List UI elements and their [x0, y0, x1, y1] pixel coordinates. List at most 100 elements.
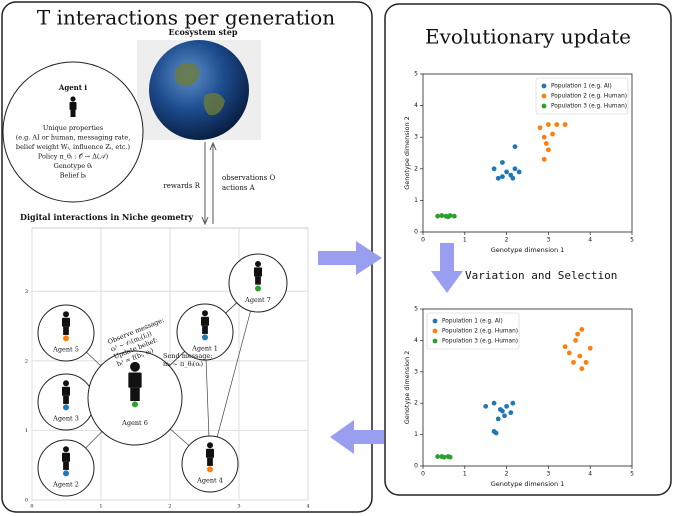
scatter-plots: 0 1 2 3 4 5 0 1 2 3 4 5 Genotype dimension 1 Genotype…: [403, 71, 634, 489]
axes-frame: [422, 73, 633, 233]
point: [550, 131, 555, 137]
point: [554, 122, 560, 127]
agent-dot: [63, 335, 69, 342]
agent-i-line: (e.g. AI or human, messaging rate,: [16, 134, 131, 142]
point: [575, 331, 581, 337]
point: [439, 213, 445, 218]
send-line: Send message:: [163, 352, 212, 360]
person-legs: [70, 110, 76, 117]
send-line: mᵢ ~ π_θᵢ(oᵢ): [163, 360, 204, 368]
right-title: Evolutionary update: [425, 25, 631, 49]
point: [546, 122, 551, 127]
y-tick-label: 4: [414, 102, 418, 109]
x-axis-label: Genotype dimension 1: [491, 246, 565, 254]
left-title: T interactions per generation: [37, 6, 335, 30]
agent-label: Agent 5: [52, 346, 79, 354]
y-tick-label: 1: [414, 431, 418, 438]
agent-dot: [132, 401, 138, 408]
agent-i-circle: [2, 61, 144, 203]
agent-i-name: Agent i: [58, 83, 88, 92]
point: [502, 413, 507, 419]
point: [500, 408, 505, 414]
point: [500, 174, 505, 180]
x-tick-label: 0: [30, 504, 33, 510]
point: [435, 454, 441, 459]
actions-label: actions A: [222, 184, 256, 192]
person-legs: [63, 326, 69, 335]
rewards-label: rewards R: [163, 182, 200, 190]
legend-marker: [541, 83, 547, 89]
y-tick-label: 3: [414, 134, 418, 141]
link: [209, 282, 259, 465]
point: [500, 160, 505, 165]
point: [543, 141, 549, 146]
legend-label: Population 1 (e.g. AI): [551, 84, 612, 90]
agent-label: Agent 6: [121, 419, 148, 427]
person-body: [205, 448, 215, 458]
x-tick-label: 2: [505, 471, 509, 478]
person-head: [130, 361, 140, 372]
y-tick-label: 3: [414, 368, 418, 375]
legend-label: Population 3 (e.g. Human): [551, 104, 627, 110]
point: [583, 359, 589, 365]
x-tick-label: 3: [237, 504, 240, 510]
point: [512, 144, 518, 150]
y-tick-label: 2: [25, 358, 28, 364]
x-tick-label: 3: [546, 471, 550, 478]
x-tick-label: 2: [505, 237, 509, 244]
point: [504, 403, 509, 409]
person-legs: [63, 461, 69, 470]
legend-marker: [432, 338, 438, 344]
point: [483, 403, 489, 409]
scatter-plot: 0 1 2 3 4 5 0 1 2 3 4 5 Genotype dimension 1 Genotype…: [403, 306, 634, 489]
y-tick-label: 5: [414, 306, 418, 313]
point: [537, 125, 543, 131]
point: [579, 366, 585, 372]
y-tick-label: 3: [25, 289, 28, 295]
legend-marker: [432, 318, 438, 324]
person-legs: [130, 387, 140, 401]
observations-label: observations O: [222, 174, 275, 182]
x-tick-label: 4: [306, 504, 309, 510]
arrow-left: [330, 420, 384, 454]
agent-dot: [255, 285, 261, 292]
y-tick-label: 5: [414, 71, 418, 78]
agent-dot: [207, 466, 213, 473]
y-tick-label: 4: [414, 337, 418, 344]
x-tick-label: 5: [630, 471, 634, 478]
point: [562, 122, 568, 127]
point: [441, 454, 447, 460]
legend-label: Population 2 (e.g. Human): [442, 329, 518, 335]
person-body: [61, 386, 71, 396]
point: [435, 213, 441, 219]
point: [447, 454, 453, 460]
agent-dot: [202, 334, 208, 341]
earth-land: [175, 62, 225, 116]
legend-box: [535, 77, 629, 115]
point: [512, 166, 518, 172]
earth: [149, 40, 249, 140]
legend-box: [426, 312, 520, 350]
y-axis-label: Genotype dimension 2: [403, 116, 411, 190]
point: [495, 175, 501, 181]
person-legs: [63, 395, 69, 404]
ecosystem-label: Ecosystem step: [169, 27, 238, 37]
agent-dot: [63, 404, 69, 411]
person-head: [63, 311, 69, 318]
y-tick-label: 0: [414, 229, 418, 236]
person-head: [63, 380, 69, 387]
agent-label: Agent 3: [52, 415, 79, 423]
point: [495, 416, 501, 422]
person-body: [128, 372, 142, 388]
person-body: [61, 317, 71, 327]
point: [571, 359, 576, 365]
agent-label: Agent 7: [244, 296, 271, 304]
point: [493, 430, 499, 436]
x-tick-label: 2: [168, 504, 171, 510]
y-tick-label: 1: [25, 428, 28, 434]
agent-dot: [63, 470, 69, 477]
person-head: [70, 96, 76, 102]
right-panel: [384, 3, 672, 496]
legend-marker: [541, 103, 547, 109]
